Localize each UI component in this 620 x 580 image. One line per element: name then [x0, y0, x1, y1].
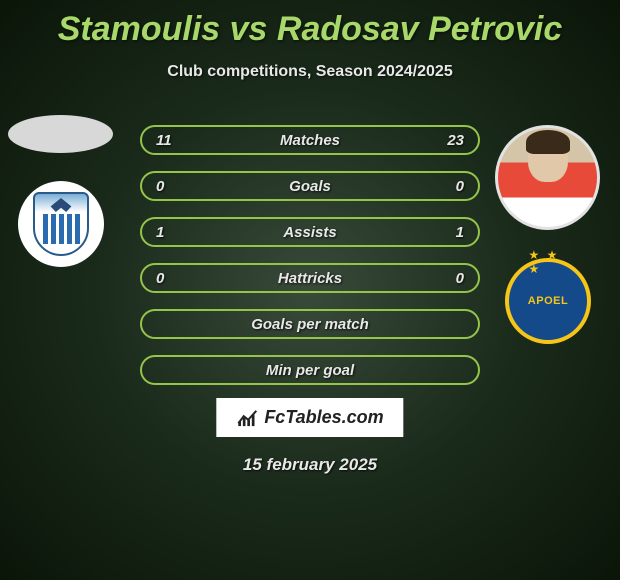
stat-row-goals: 0 Goals 0: [140, 171, 480, 201]
stat-left-value: 0: [156, 270, 176, 287]
anorthosis-shield-icon: [33, 192, 89, 256]
chart-icon: [236, 409, 258, 427]
left-club-badge: [18, 181, 104, 267]
right-club-badge: ★ ★ ★ APOEL: [505, 258, 591, 344]
right-player-column: ★ ★ ★ APOEL: [495, 125, 600, 344]
stat-right-value: 0: [444, 178, 464, 195]
stat-label: Goals per match: [251, 316, 369, 333]
branding-badge: FcTables.com: [216, 398, 403, 437]
comparison-date: 15 february 2025: [243, 455, 377, 475]
comparison-title: Stamoulis vs Radosav Petrovic: [0, 0, 620, 49]
stat-label: Hattricks: [278, 270, 342, 287]
branding-text: FcTables.com: [264, 407, 383, 428]
stats-panel: 11 Matches 23 0 Goals 0 1 Assists 1 0 Ha…: [140, 125, 480, 401]
stat-right-value: 0: [444, 270, 464, 287]
stat-label: Assists: [283, 224, 336, 241]
apoel-label: APOEL: [528, 295, 568, 307]
stat-left-value: 1: [156, 224, 176, 241]
subtitle: Club competitions, Season 2024/2025: [0, 63, 620, 81]
stat-row-matches: 11 Matches 23: [140, 125, 480, 155]
stat-left-value: 11: [156, 132, 176, 149]
stat-row-hattricks: 0 Hattricks 0: [140, 263, 480, 293]
apoel-stars-icon: ★ ★ ★: [529, 248, 568, 276]
stat-right-value: 1: [444, 224, 464, 241]
right-player-avatar: [495, 125, 600, 230]
stat-left-value: 0: [156, 178, 176, 195]
stat-label: Matches: [280, 132, 340, 149]
left-player-avatar: [8, 115, 113, 153]
stat-label: Min per goal: [266, 362, 354, 379]
stat-row-gpm: Goals per match: [140, 309, 480, 339]
stat-right-value: 23: [444, 132, 464, 149]
stat-row-assists: 1 Assists 1: [140, 217, 480, 247]
left-player-column: [8, 115, 113, 267]
stat-row-mpg: Min per goal: [140, 355, 480, 385]
stat-label: Goals: [289, 178, 331, 195]
